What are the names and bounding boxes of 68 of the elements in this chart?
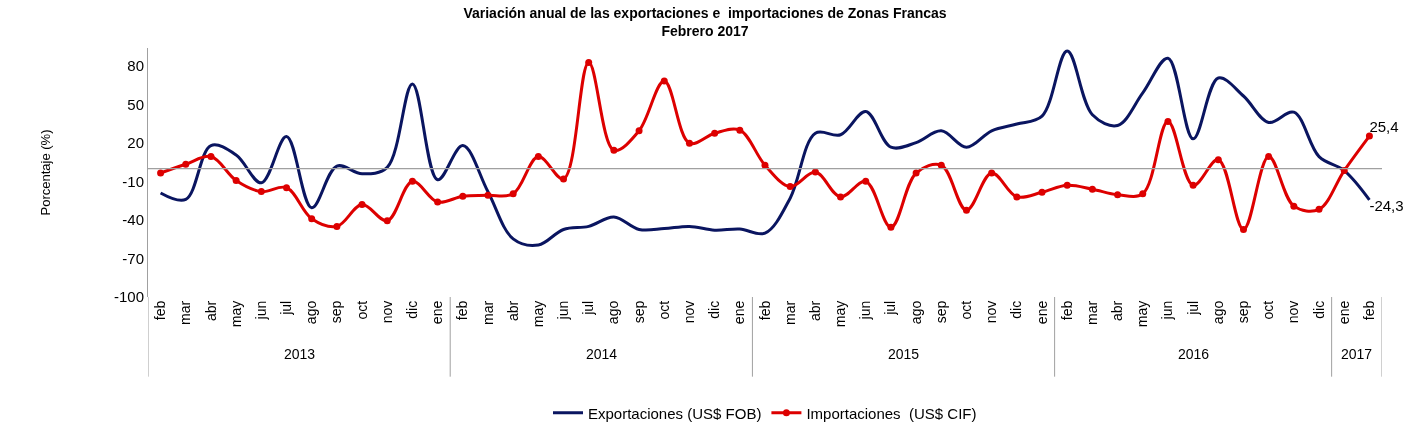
x-tick-label: feb <box>454 300 471 321</box>
x-tick-label: oct <box>353 300 370 320</box>
x-tick-label: dic <box>1310 300 1327 319</box>
x-tick-label: nov <box>681 300 697 324</box>
x-tick-label: jul <box>580 300 597 316</box>
y-tick-label: -70 <box>122 249 144 267</box>
x-tick-label: oct <box>1260 300 1277 320</box>
x-tick-label: mar <box>781 300 798 325</box>
text: 2014 <box>586 346 618 362</box>
x-tick-label: mar <box>177 300 194 325</box>
chart-title: Variación anual de las exportaciones e importaciones de Zonas Francas <box>463 4 947 21</box>
x-tick-label: jun <box>252 300 269 321</box>
x-tick-label: ago <box>1209 300 1226 325</box>
x-tick-label: jul <box>1184 300 1201 316</box>
y-tick-label: 20 <box>127 134 144 152</box>
x-tick-label: ene <box>429 300 446 325</box>
x-tick-label: abr <box>202 300 219 322</box>
data-label: 25,4 <box>1369 118 1399 136</box>
x-tick-label: feb <box>756 300 773 321</box>
x-tick-label: sep <box>328 300 345 324</box>
x-tick-label: abr <box>1109 300 1126 322</box>
x-tick-label: jun <box>857 300 874 321</box>
y-axis-title: Porcentaje (%) <box>37 129 53 216</box>
legend-label: Exportaciones (US$ FOB) <box>588 404 762 422</box>
x-tick-label: abr <box>806 300 823 322</box>
text: 2013 <box>284 346 316 362</box>
x-tick-label: sep <box>630 300 647 324</box>
x-tick-label: jun <box>555 300 572 321</box>
y-tick-label: -100 <box>113 288 144 306</box>
text: 2017 <box>1341 346 1373 362</box>
x-tick-label: may <box>529 300 546 328</box>
x-tick-label: ago <box>907 300 924 325</box>
x-tick-label: feb <box>1058 300 1075 321</box>
x-tick-label: may <box>1134 300 1151 328</box>
x-tick-label: jun <box>1159 300 1176 321</box>
x-tick-label: oct <box>958 300 975 320</box>
x-tick-label: oct <box>655 300 672 320</box>
x-tick-label: mar <box>479 300 496 325</box>
x-tick-label: dic <box>706 300 723 319</box>
x-tick-label: dic <box>1008 300 1025 319</box>
y-tick-label: -10 <box>122 172 144 190</box>
x-tick-label: mar <box>1083 300 1100 325</box>
x-tick-label: sep <box>1235 300 1252 324</box>
x-tick-label: dic <box>403 300 420 319</box>
text: 2016 <box>1178 346 1210 362</box>
x-tick-label: ene <box>731 300 748 325</box>
x-tick-label: feb <box>1360 300 1377 321</box>
x-tick-label: ene <box>1335 300 1352 325</box>
x-tick-label: ago <box>303 300 320 325</box>
x-tick-label: jul <box>278 300 295 316</box>
legend-label: Importaciones (US$ CIF) <box>806 404 977 422</box>
x-tick-label: nov <box>1285 300 1302 324</box>
x-tick-label: jul <box>882 300 899 316</box>
x-tick-label: abr <box>504 300 521 322</box>
x-tick-label: sep <box>932 300 949 324</box>
x-tick-label: ene <box>1033 300 1050 325</box>
x-tick-label: feb <box>152 300 169 321</box>
x-tick-label: nov <box>983 300 1000 324</box>
y-tick-label: 80 <box>127 57 144 75</box>
x-tick-label: may <box>227 300 244 328</box>
x-tick-label: ago <box>605 300 622 325</box>
y-tick-label: -40 <box>122 211 144 229</box>
chart-subtitle: Febrero 2017 <box>661 22 749 39</box>
text: 2015 <box>888 346 920 362</box>
data-label: -24,3 <box>1369 197 1404 215</box>
y-tick-label: 50 <box>127 95 144 113</box>
x-tick-label: nov <box>378 300 395 324</box>
x-tick-label: may <box>832 300 849 328</box>
